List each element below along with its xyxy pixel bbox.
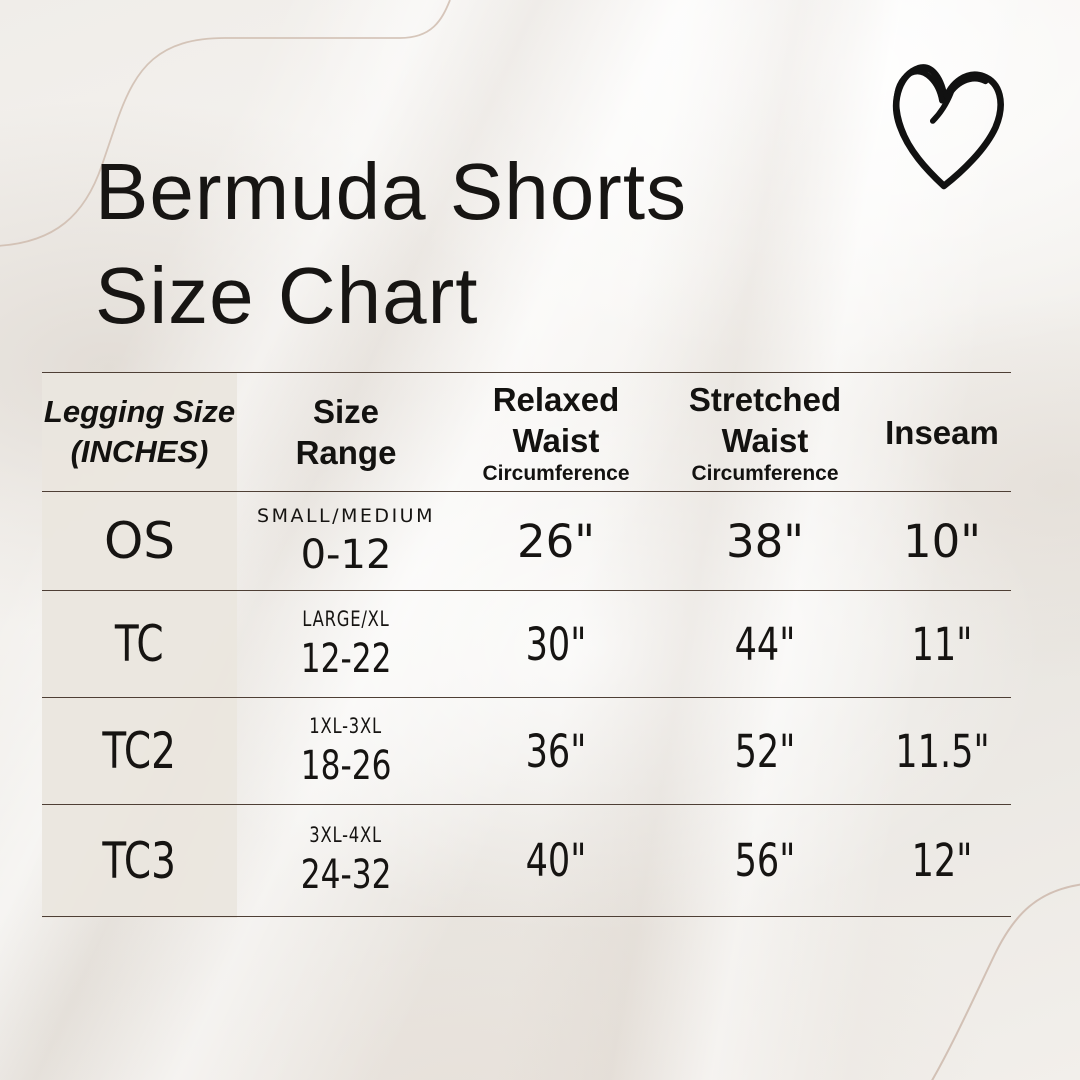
- inseam-cell: 11.5": [894, 724, 990, 778]
- page-title-line1: Bermuda Shorts: [95, 147, 688, 236]
- header-legging-size: Legging Size (INCHES): [43, 394, 236, 469]
- inseam-cell: 11": [911, 617, 973, 671]
- table-row-tc: TC LARGE/XL 12-22 30" 44" 11": [42, 591, 1011, 698]
- size-range-cell: 3XL-4XL 24-32: [300, 823, 392, 898]
- table-row-tc2: TC2 1XL-3XL 18-26 36" 52" 11.5": [42, 698, 1011, 805]
- stretched-waist-cell: 56": [734, 834, 796, 887]
- relaxed-waist-cell: 40": [525, 834, 587, 887]
- relaxed-waist-cell: 36": [525, 724, 587, 778]
- size-range-cell: SMALL/MEDIUM 0-12: [257, 504, 435, 578]
- size-chart-table: Legging Size (INCHES) Size Range Relaxed…: [42, 372, 1011, 918]
- decorative-line-top-left: [0, 0, 451, 247]
- stretched-waist-cell: 38": [726, 514, 804, 568]
- page-title: Bermuda Shorts Size Chart: [95, 140, 687, 348]
- legging-size-cell: TC2: [102, 722, 177, 780]
- table-row-os: OS SMALL/MEDIUM 0-12 26" 38" 10": [42, 492, 1011, 591]
- decorative-line-bottom-right: [931, 883, 1080, 1080]
- size-range-cell: LARGE/XL 12-22: [300, 606, 392, 682]
- header-inseam: Inseam: [885, 413, 999, 451]
- inseam-cell: 12": [911, 834, 973, 887]
- relaxed-waist-cell: 26": [517, 514, 595, 568]
- page-title-line2: Size Chart: [95, 251, 479, 340]
- size-range-cell: 1XL-3XL 18-26: [300, 713, 392, 789]
- table-row-tc3: TC3 3XL-4XL 24-32 40" 56" 12": [42, 805, 1011, 917]
- stretched-waist-cell: 44": [734, 617, 796, 671]
- header-size-range: Size Range: [295, 393, 397, 471]
- legging-size-cell: OS: [103, 512, 176, 570]
- inseam-cell: 10": [903, 514, 981, 568]
- header-stretched-waist: Stretched Waist Circumference: [688, 380, 842, 485]
- header-relaxed-waist: Relaxed Waist Circumference: [482, 380, 630, 485]
- first-column-band: [42, 373, 237, 918]
- heart-doodle-icon: [892, 64, 1004, 190]
- stretched-waist-cell: 52": [734, 724, 796, 778]
- table-header-row: Legging Size (INCHES) Size Range Relaxed…: [42, 373, 1011, 492]
- relaxed-waist-cell: 30": [525, 617, 587, 671]
- legging-size-cell: TC3: [102, 831, 177, 890]
- legging-size-cell: TC: [115, 615, 164, 673]
